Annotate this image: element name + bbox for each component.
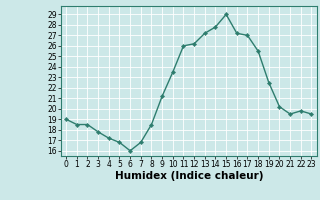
X-axis label: Humidex (Indice chaleur): Humidex (Indice chaleur) xyxy=(115,171,263,181)
